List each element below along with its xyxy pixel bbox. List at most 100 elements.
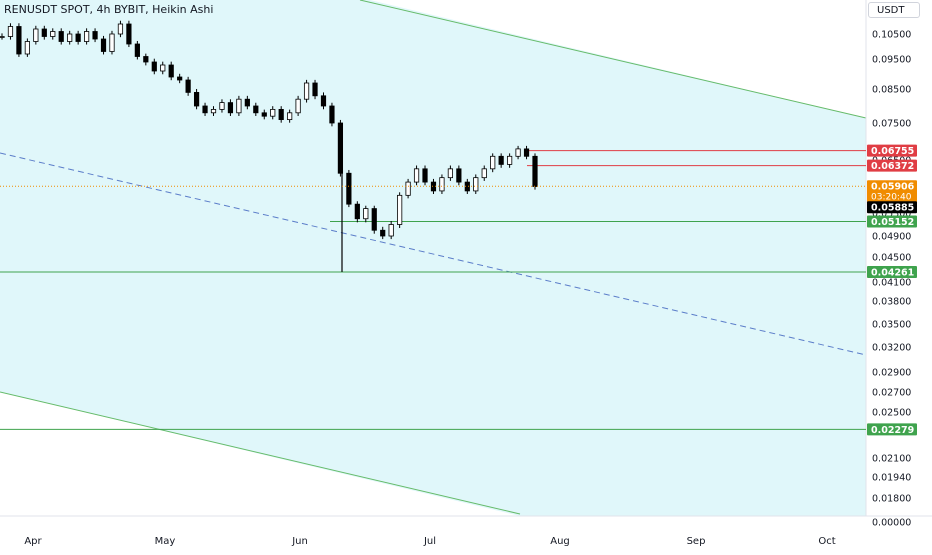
candle-body [397, 194, 403, 225]
level-label: 0.06755 [871, 146, 914, 157]
level-label: 0.04261 [871, 267, 914, 278]
candle-body [320, 95, 327, 107]
candle-body [227, 102, 234, 114]
candle-body [210, 109, 217, 114]
x-tick-label: Sep [687, 536, 706, 547]
level-label: 0.02279 [871, 425, 914, 436]
candle-body [303, 82, 310, 100]
candle-body [337, 122, 344, 174]
candle-body [388, 224, 394, 237]
candle-body [439, 177, 445, 192]
candle-body [168, 64, 174, 78]
x-tick-label: May [155, 536, 176, 547]
y-tick-label: 0.08500 [872, 85, 911, 96]
candle-body [117, 23, 124, 35]
y-tick-label: 0.03800 [872, 297, 911, 308]
candle-body [185, 79, 191, 93]
candle-body [523, 148, 530, 157]
candle-body [295, 98, 301, 114]
candle-body [84, 31, 90, 42]
y-tick-label: 0.05300 [872, 209, 911, 220]
y-tick-label: 0.04900 [872, 232, 911, 243]
candle-body [126, 23, 132, 45]
time-axis-bg [0, 516, 932, 550]
y-tick-label: 0.04500 [872, 253, 911, 264]
candle-body [346, 172, 352, 205]
y-tick-label: 0.10500 [872, 30, 911, 41]
candle-body [16, 26, 22, 55]
candle-body [236, 98, 242, 114]
y-tick-label: 0.02900 [872, 368, 911, 379]
candle-body [490, 155, 496, 170]
candle-body [363, 208, 369, 220]
candle-body [50, 31, 56, 37]
candle-body [109, 33, 115, 52]
candle-body [202, 105, 208, 114]
y-tick-label: 0.02100 [872, 454, 911, 465]
level-label-bg [867, 215, 917, 228]
candle-body [270, 109, 276, 117]
candle-body [278, 109, 284, 121]
y-tick-label: 0.09500 [872, 55, 911, 66]
y-tick-label: 0.07500 [872, 119, 911, 130]
y-tick-label: 0.01800 [872, 494, 911, 505]
candle-body [244, 98, 250, 107]
level-label-bg [867, 159, 917, 172]
candle-body [219, 102, 225, 110]
channel-top-line [359, 0, 867, 119]
candle-body [75, 33, 81, 42]
candle-body [447, 168, 453, 179]
candle-body [287, 112, 293, 121]
candle-body [58, 31, 64, 42]
channel-fill [0, 0, 866, 516]
candle-body [354, 203, 360, 220]
candle-body [371, 208, 377, 231]
candle-body [151, 61, 157, 72]
last-close-badge [867, 201, 917, 214]
candle-body [100, 38, 107, 52]
candle-body [253, 105, 259, 114]
last-close-label: 0.05885 [871, 203, 914, 214]
countdown-label: 03:20:40 [871, 193, 912, 203]
level-label-bg [867, 423, 917, 436]
candle-body [312, 82, 318, 97]
level-label: 0.05152 [871, 217, 914, 228]
candle-body [473, 177, 479, 192]
candle-body [92, 31, 98, 40]
candle-body [422, 168, 428, 183]
candle-body [498, 155, 504, 165]
candle-body [329, 105, 335, 124]
channel-bottom-line [0, 391, 521, 515]
candle-body [67, 33, 73, 42]
level-label: 0.06372 [871, 161, 914, 172]
current-price-label: 0.05906 [871, 182, 915, 193]
x-tick-label: Jun [291, 536, 308, 547]
y-tick-label: 0.02700 [872, 388, 911, 399]
symbol-title: RENUSDT SPOT, 4h BYBIT, Heikin Ashi [4, 3, 214, 16]
channel-midline [0, 152, 867, 356]
candle-body [507, 155, 513, 165]
y-tick-label: 0.04100 [872, 278, 911, 289]
y-tick-label: 0.01940 [872, 473, 911, 484]
candle-body [0, 36, 5, 38]
y-tick-label: 0.00000 [872, 518, 911, 529]
x-tick-label: Aug [550, 536, 570, 547]
level-label-bg [867, 265, 917, 278]
y-tick-label: 0.03500 [872, 320, 911, 331]
y-tick-label: 0.03200 [872, 343, 911, 354]
current-price-badge [867, 180, 917, 203]
x-tick-label: Jul [423, 536, 436, 547]
candle-body [261, 112, 267, 117]
candle-body [193, 92, 200, 107]
candle-body [177, 76, 183, 81]
candle-body [405, 181, 411, 196]
candle-body [41, 28, 47, 37]
candle-body [33, 28, 39, 42]
candle-body [134, 43, 140, 57]
candle-body [481, 168, 487, 179]
candle-body [532, 155, 538, 187]
currency-button[interactable]: USDT [868, 2, 920, 18]
candle-body [160, 64, 166, 72]
